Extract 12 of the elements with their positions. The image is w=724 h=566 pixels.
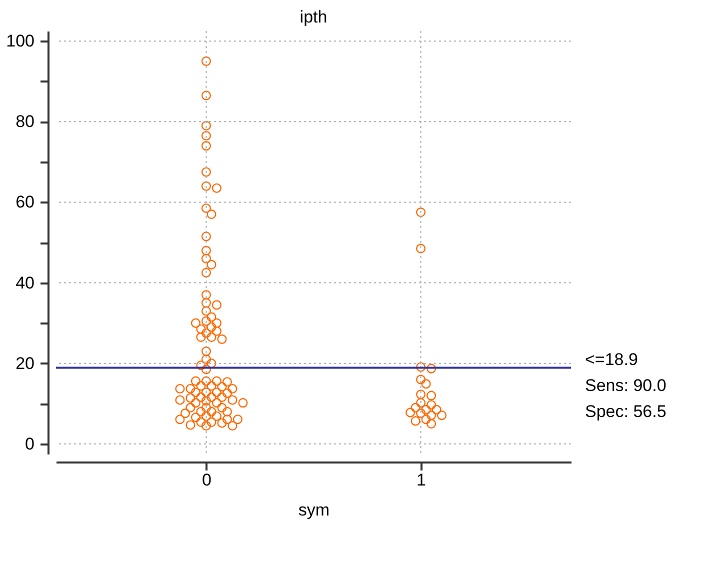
y-tick-label: 60 bbox=[16, 192, 34, 212]
y-tick-label: 40 bbox=[16, 273, 34, 292]
y-tick-label: 80 bbox=[16, 112, 34, 132]
text: Spec: 56.5 bbox=[585, 402, 666, 421]
chart-title: ipth bbox=[300, 8, 328, 26]
y-tick-label: 100 bbox=[6, 32, 34, 51]
x-axis-title: sym bbox=[298, 500, 330, 520]
y-tick-label: 0 bbox=[25, 434, 34, 454]
y-tick-label: 20 bbox=[16, 354, 34, 373]
text: Sens: 90.0 bbox=[585, 376, 666, 395]
x-tick-label: 1 bbox=[416, 470, 426, 490]
ref-line-label: <=18.9 bbox=[585, 350, 638, 369]
